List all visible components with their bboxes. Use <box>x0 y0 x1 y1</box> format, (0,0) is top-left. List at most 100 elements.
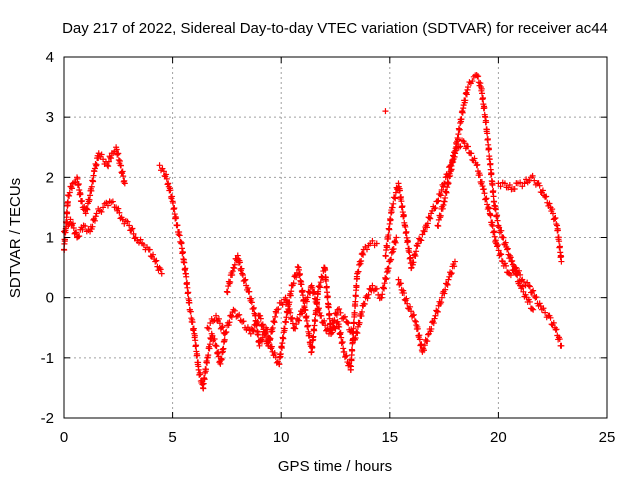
data-point-trail <box>222 309 236 336</box>
data-point-trail <box>409 242 421 268</box>
x-tick-label: 5 <box>168 429 176 446</box>
data-point-trail <box>178 239 189 273</box>
data-point-trail <box>382 207 395 260</box>
data-point <box>239 270 246 277</box>
data-point-trail <box>482 117 493 162</box>
data-point <box>325 330 332 337</box>
data-point-trail <box>265 308 280 346</box>
data-point <box>217 360 224 367</box>
x-tick-label: 15 <box>381 429 398 446</box>
data-point-trail <box>182 270 193 313</box>
data-point-trail <box>239 271 251 293</box>
data-point-trail <box>68 220 80 237</box>
data-point-trail <box>196 369 206 388</box>
data-point-trail <box>470 72 479 80</box>
data-point-trail <box>378 258 393 301</box>
data-point <box>532 294 539 301</box>
data-point-trail <box>354 250 367 276</box>
data-point <box>530 306 537 313</box>
data-point <box>469 78 476 85</box>
data-point-trail <box>494 242 505 264</box>
data-point <box>282 294 289 301</box>
data-point-trail <box>369 237 378 249</box>
data-point-trail <box>275 296 288 313</box>
data-point-trail <box>91 152 102 172</box>
data-point-trail <box>435 201 447 230</box>
data-point <box>373 240 380 247</box>
data-point-trail <box>455 137 466 151</box>
data-point <box>221 336 228 343</box>
data-point-trail <box>352 302 367 341</box>
data-point <box>369 282 376 289</box>
data-point <box>93 210 100 217</box>
x-tick-label: 25 <box>599 429 616 446</box>
data-point-trail <box>257 312 271 347</box>
data-point-trail <box>165 183 176 202</box>
data-point <box>438 294 445 301</box>
data-point-trail <box>503 181 513 191</box>
data-point-trail <box>533 294 544 310</box>
data-point-trail <box>83 196 93 213</box>
data-point-trail <box>231 307 244 324</box>
data-point <box>100 204 107 211</box>
data-point-trail <box>113 146 123 167</box>
data-point-trail <box>542 193 553 209</box>
data-point-trail <box>518 283 529 300</box>
data-point-trail <box>486 160 497 205</box>
data-point <box>67 216 74 223</box>
data-point-trail <box>75 224 86 240</box>
y-axis-label: SDTVAR / TECUs <box>7 178 24 298</box>
data-point <box>291 324 298 331</box>
data-point-trail <box>153 257 164 274</box>
data-point <box>393 234 400 241</box>
y-tick-label: -2 <box>41 410 54 427</box>
data-point-trail <box>524 296 536 312</box>
data-point <box>104 162 111 169</box>
data-point-trail <box>466 79 474 87</box>
data-point-trail <box>480 186 493 213</box>
data-point-trail <box>433 298 445 315</box>
data-point-trail <box>342 352 353 369</box>
data-point-trail <box>523 176 533 186</box>
data-point-trail <box>289 263 301 289</box>
data-point <box>382 108 389 115</box>
grid-lines <box>64 57 607 418</box>
data-point-trail <box>396 280 410 304</box>
data-point-trail <box>292 308 305 332</box>
data-point-trail <box>526 283 538 300</box>
data-point-trail <box>500 260 512 276</box>
data-point-trail <box>110 148 118 157</box>
data-point-trail <box>270 350 281 366</box>
data-point-trail <box>435 181 447 204</box>
chart-title: Day 217 of 2022, Sidereal Day-to-day VTE… <box>62 20 608 37</box>
data-point <box>152 258 159 265</box>
data-point-trail <box>158 165 166 174</box>
axes: 0 5 10 15 20 25 -2 -1 0 1 2 3 4 <box>41 49 616 446</box>
data-point <box>558 342 565 349</box>
data-point-trail <box>540 305 550 321</box>
data-point <box>445 276 452 283</box>
data-point-trail <box>554 225 565 261</box>
data-point <box>158 270 165 277</box>
data-point-trail <box>71 178 79 186</box>
data-point-trail <box>474 161 486 190</box>
data-point <box>119 216 126 223</box>
data-point-trail <box>82 223 92 235</box>
data-point <box>121 180 128 187</box>
data-point-trail <box>446 261 458 280</box>
data-point-trail <box>510 180 520 192</box>
data-point <box>156 162 163 169</box>
data-point-trail <box>487 211 499 245</box>
y-tick-label: 3 <box>46 109 54 126</box>
data-point-trail <box>474 73 484 89</box>
data-point <box>508 258 515 265</box>
data-point <box>558 258 565 265</box>
data-point-trail <box>520 278 531 289</box>
data-point <box>247 330 254 337</box>
data-point-trail <box>134 236 144 246</box>
data-point <box>415 240 422 247</box>
data-point-trail <box>97 151 105 160</box>
data-point-trail <box>326 310 340 334</box>
data-points <box>61 72 565 392</box>
